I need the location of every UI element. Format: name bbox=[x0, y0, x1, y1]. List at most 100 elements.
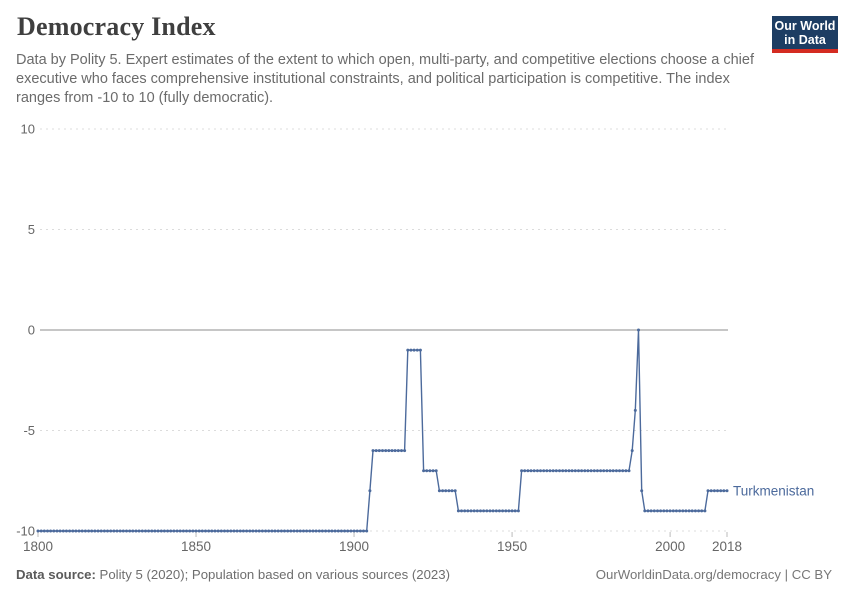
data-point-marker bbox=[106, 529, 109, 533]
chart-title: Democracy Index bbox=[17, 12, 216, 41]
data-point-marker bbox=[611, 469, 615, 473]
data-source-note: Data source: Polity 5 (2020); Population… bbox=[16, 567, 450, 582]
data-point-marker bbox=[709, 489, 713, 493]
y-axis-tick-label: -10 bbox=[16, 524, 35, 539]
data-point-marker bbox=[368, 489, 372, 493]
data-source-label: Data source: bbox=[16, 567, 96, 582]
data-point-marker bbox=[589, 469, 593, 473]
data-point-marker bbox=[605, 469, 609, 473]
data-point-marker bbox=[125, 529, 128, 533]
data-point-marker bbox=[349, 529, 353, 533]
x-axis-tick-label: 1900 bbox=[339, 539, 369, 554]
data-point-marker bbox=[314, 529, 318, 533]
data-point-marker bbox=[390, 449, 394, 453]
data-point-marker bbox=[497, 509, 501, 513]
entity-label-turkmenistan[interactable]: Turkmenistan bbox=[733, 483, 814, 498]
data-point-marker bbox=[90, 529, 94, 533]
data-point-marker bbox=[87, 529, 91, 533]
data-point-marker bbox=[270, 529, 274, 533]
data-point-marker bbox=[643, 509, 647, 513]
data-point-marker bbox=[396, 449, 400, 453]
data-point-marker bbox=[55, 529, 59, 533]
data-point-marker bbox=[602, 469, 606, 473]
data-point-marker bbox=[608, 469, 612, 473]
data-point-marker bbox=[365, 529, 369, 533]
data-point-marker bbox=[210, 529, 214, 533]
data-point-marker bbox=[706, 489, 710, 493]
data-point-marker bbox=[393, 449, 397, 453]
data-point-marker bbox=[305, 529, 309, 533]
data-point-marker bbox=[463, 509, 467, 513]
data-point-marker bbox=[273, 529, 277, 533]
data-point-marker bbox=[327, 529, 331, 533]
owid-logo-line1: Our World bbox=[774, 18, 836, 33]
y-axis-tick-label: 0 bbox=[28, 323, 35, 338]
data-point-marker bbox=[415, 348, 419, 352]
data-point-marker bbox=[156, 529, 160, 533]
data-point-marker bbox=[475, 509, 479, 513]
data-point-marker bbox=[554, 469, 558, 473]
data-point-marker bbox=[144, 529, 147, 533]
data-point-marker bbox=[690, 509, 694, 513]
data-point-marker bbox=[504, 509, 508, 513]
data-point-marker bbox=[213, 529, 217, 533]
data-point-marker bbox=[697, 509, 701, 513]
data-point-marker bbox=[381, 449, 384, 453]
data-point-marker bbox=[153, 529, 157, 533]
data-point-marker bbox=[678, 509, 682, 513]
data-point-marker bbox=[121, 529, 125, 533]
data-point-marker bbox=[339, 529, 343, 533]
data-point-marker bbox=[523, 469, 527, 473]
data-point-marker bbox=[374, 449, 378, 453]
data-point-marker bbox=[324, 529, 328, 533]
x-axis-tick-label: 1850 bbox=[181, 539, 211, 554]
data-point-marker bbox=[109, 529, 113, 533]
data-point-marker bbox=[529, 469, 533, 473]
x-axis-tick-label: 2018 bbox=[712, 539, 742, 554]
data-point-marker bbox=[188, 529, 192, 533]
data-point-marker bbox=[226, 529, 230, 533]
chart-footer: Data source: Polity 5 (2020); Population… bbox=[0, 564, 850, 588]
data-point-marker bbox=[93, 529, 97, 533]
data-point-marker bbox=[248, 529, 252, 533]
data-point-marker bbox=[36, 529, 40, 533]
data-point-marker bbox=[687, 509, 691, 513]
data-source-value: Polity 5 (2020); Population based on var… bbox=[95, 567, 450, 582]
data-point-marker bbox=[137, 529, 141, 533]
data-point-marker bbox=[716, 489, 719, 493]
owid-logo[interactable]: Our World in Data bbox=[772, 16, 838, 53]
data-point-marker bbox=[637, 328, 640, 332]
data-point-marker bbox=[308, 529, 312, 533]
data-point-marker bbox=[371, 449, 375, 453]
data-point-marker bbox=[377, 449, 381, 453]
data-point-marker bbox=[539, 469, 542, 473]
data-point-marker bbox=[577, 469, 580, 473]
data-point-marker bbox=[39, 529, 43, 533]
data-point-marker bbox=[264, 529, 268, 533]
data-point-marker bbox=[570, 469, 574, 473]
data-point-marker bbox=[551, 469, 555, 473]
data-point-marker bbox=[251, 529, 255, 533]
data-point-marker bbox=[175, 529, 179, 533]
data-point-marker bbox=[583, 469, 587, 473]
x-axis-tick-label: 1800 bbox=[23, 539, 53, 554]
data-point-marker bbox=[71, 529, 75, 533]
data-point-marker bbox=[665, 509, 669, 513]
owid-credit-link[interactable]: OurWorldinData.org/democracy | CC BY bbox=[595, 567, 832, 582]
data-point-marker bbox=[197, 529, 201, 533]
data-point-marker bbox=[564, 469, 568, 473]
data-point-marker bbox=[693, 509, 697, 513]
data-point-marker bbox=[441, 489, 445, 493]
data-point-marker bbox=[204, 529, 207, 533]
data-point-marker bbox=[172, 529, 176, 533]
data-point-marker bbox=[640, 489, 644, 493]
data-point-marker bbox=[507, 509, 511, 513]
data-point-marker bbox=[61, 529, 65, 533]
data-point-marker bbox=[128, 529, 132, 533]
data-point-marker bbox=[627, 469, 631, 473]
data-point-marker bbox=[573, 469, 577, 473]
data-point-marker bbox=[42, 529, 46, 533]
data-point-marker bbox=[387, 449, 391, 453]
data-point-marker bbox=[279, 529, 283, 533]
